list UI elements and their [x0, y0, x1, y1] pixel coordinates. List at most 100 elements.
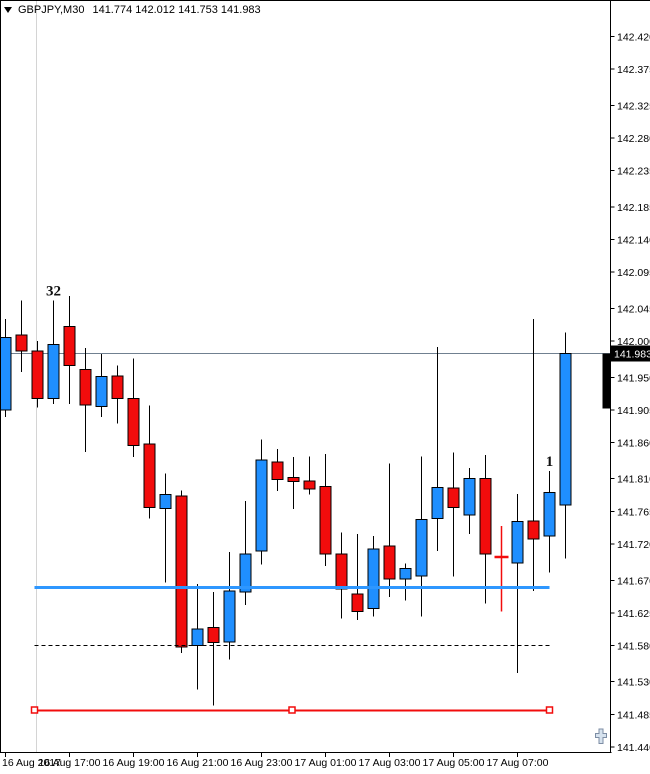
candle-body-up	[431, 487, 444, 519]
price-tick-label: 141.905	[617, 405, 650, 417]
candle-body-down	[383, 545, 396, 580]
candle	[31, 341, 44, 408]
time-tick-label: 17 Aug 03:00	[359, 757, 421, 769]
candle-body-up	[255, 459, 268, 552]
candle	[479, 455, 492, 604]
price-axis[interactable]: 142.420 142.375 142.325 142.280 142.235 142.1…	[610, 32, 650, 755]
price-tick-label: 142.045	[617, 304, 650, 316]
candle-body-down	[111, 375, 124, 399]
trendline-handle[interactable]	[288, 706, 296, 714]
candle-body-down	[271, 461, 284, 480]
candle-body-down	[447, 487, 460, 508]
candle	[175, 490, 188, 653]
time-tick-label: 17 Aug 05:00	[423, 757, 485, 769]
candle-body-down	[287, 477, 300, 482]
candle	[383, 463, 396, 597]
candle	[223, 552, 236, 660]
time-tick-label: 17 Aug 07:00	[487, 757, 549, 769]
price-tick-label: 142.000	[617, 336, 650, 348]
candle-body-down	[79, 369, 92, 406]
price-tick-label: 141.530	[617, 677, 650, 689]
time-tick-label: 16 Aug 19:00	[103, 757, 165, 769]
candle-body-down	[479, 478, 492, 555]
price-tick-label: 142.235	[617, 166, 650, 178]
candle-body-up	[239, 553, 252, 593]
price-tick-label: 141.440	[617, 742, 650, 754]
candle-body-up	[367, 548, 380, 609]
candle	[335, 532, 348, 619]
candle	[15, 300, 28, 372]
chart-annotation: 32	[46, 284, 61, 300]
candle	[415, 456, 428, 617]
candle-body-up	[511, 521, 524, 564]
candle	[494, 526, 509, 612]
candle-body-down	[63, 326, 76, 366]
price-tick-label: 142.095	[617, 267, 650, 279]
trendline-handle[interactable]	[30, 706, 39, 714]
candle-body-down	[143, 443, 156, 508]
candle	[319, 454, 332, 566]
dropdown-triangle-icon[interactable]	[4, 7, 12, 13]
time-tick-label: 16 Aug 23:00	[231, 757, 293, 769]
pan-cross-icon	[595, 728, 607, 744]
candle	[191, 584, 204, 690]
price-tick-label: 141.765	[617, 507, 650, 519]
candle	[79, 348, 92, 452]
candle-body-down	[127, 398, 140, 446]
candle	[527, 319, 540, 591]
candle-body-up	[543, 492, 556, 537]
price-tick-label: 142.280	[617, 133, 650, 145]
candle-body-down	[335, 553, 348, 590]
chart-annotation: 1	[546, 454, 554, 470]
candle	[143, 405, 156, 519]
candle	[207, 592, 220, 706]
candle-body-up	[559, 353, 572, 506]
candle	[111, 365, 124, 424]
time-tick-label: 16 Aug 21:00	[167, 757, 229, 769]
price-tick-label: 142.375	[617, 64, 650, 76]
candle-body-down	[351, 593, 364, 612]
candle-body-up	[47, 344, 60, 399]
price-tick-label: 141.810	[617, 474, 650, 486]
current-price-label: 141.983	[614, 349, 650, 361]
candles-layer	[0, 296, 572, 706]
selected-level[interactable]	[30, 706, 554, 714]
price-tick-label: 142.140	[617, 235, 650, 247]
time-tick-label: 16 Aug 2017	[2, 757, 61, 769]
price-tick-label: 142.185	[617, 202, 650, 214]
axis-price-range-bar	[602, 353, 610, 409]
price-tick-label: 141.950	[617, 373, 650, 385]
trendline-handle[interactable]	[545, 706, 554, 714]
candle	[303, 456, 316, 495]
time-tick-label: 17 Aug 01:00	[295, 757, 357, 769]
candle-body-up	[191, 628, 204, 646]
price-tick-label: 141.670	[617, 576, 650, 588]
candle	[47, 300, 60, 404]
candle-body-up	[0, 337, 12, 411]
candle	[127, 358, 140, 457]
candle	[559, 332, 572, 559]
price-tick-label: 141.860	[617, 438, 650, 450]
price-tick-label: 141.580	[617, 641, 650, 653]
candle-body-up	[159, 494, 172, 509]
candle-body-down	[527, 520, 540, 540]
candle	[511, 494, 524, 673]
price-tick-label: 141.625	[617, 608, 650, 620]
symbol-period-label: GBPJPY,M30	[18, 4, 85, 16]
candle	[287, 457, 300, 509]
candle	[463, 468, 476, 534]
candle	[351, 534, 364, 620]
candle	[543, 471, 556, 573]
current-price-label-bg	[611, 345, 650, 362]
time-tick-label: 16 Aug 17:00	[39, 757, 101, 769]
candle	[447, 452, 460, 577]
candle-body-down	[319, 486, 332, 555]
candle-body-down	[303, 480, 316, 490]
candle-body-up	[95, 376, 108, 407]
candle-body-up	[399, 568, 412, 580]
price-tick-label: 141.720	[617, 539, 650, 551]
candle	[271, 449, 284, 491]
candle	[367, 536, 380, 617]
